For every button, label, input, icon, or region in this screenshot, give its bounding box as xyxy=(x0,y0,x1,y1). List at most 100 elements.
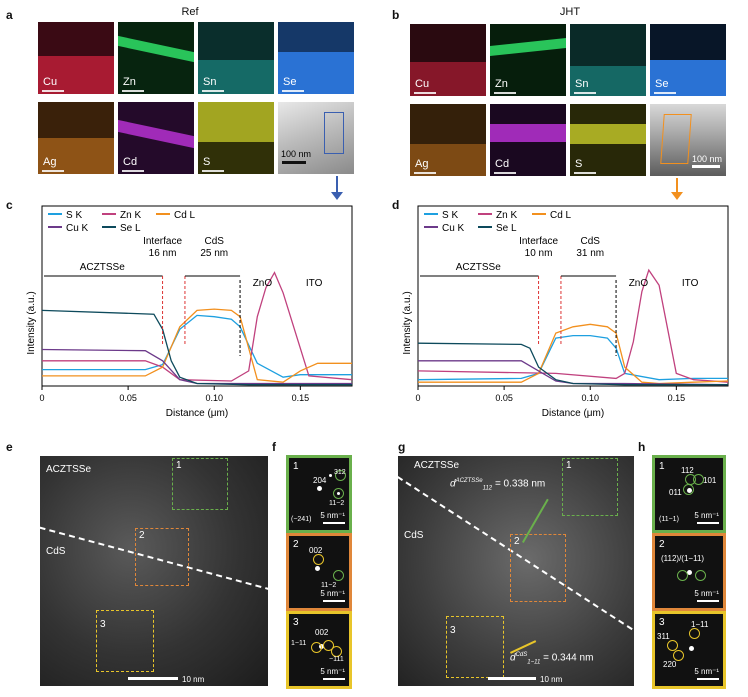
fft-highlight xyxy=(683,484,694,495)
tem-label-top: ACZTSSe xyxy=(46,464,92,475)
fft-highlight xyxy=(333,570,344,581)
tem-scale-bar xyxy=(128,677,178,680)
fft-index: 1−11 xyxy=(291,640,307,647)
fft-index: (112)/(1−11) xyxy=(661,554,705,563)
fft-index: 11−2 xyxy=(321,582,337,589)
fft-scale-bar xyxy=(323,600,345,602)
panel-label-b: b xyxy=(392,8,400,22)
fft-scale-label: 5 nm⁻¹ xyxy=(320,589,345,598)
region-number: 3 xyxy=(100,619,106,630)
plot-frame xyxy=(41,205,353,387)
legend-label: S K xyxy=(442,210,458,221)
series-line xyxy=(417,342,728,386)
map-tile: Zn xyxy=(490,24,566,96)
fft-scale-bar xyxy=(697,522,719,524)
fft-index: 101 xyxy=(703,476,717,485)
panel-label-h: h xyxy=(638,440,646,454)
map-band xyxy=(570,66,646,96)
fft-h-2: 2 (112)/(1−11) 5 nm⁻¹ xyxy=(652,533,726,611)
fft-highlight xyxy=(313,554,324,565)
d-symbol: d xyxy=(510,652,516,664)
map-scale-bar xyxy=(654,92,676,94)
map-scale-bar xyxy=(42,90,64,92)
map-scale-bar xyxy=(574,172,596,174)
fft-index: 002 xyxy=(315,628,329,637)
map-tile: Se xyxy=(650,24,726,96)
map-tile: Cu xyxy=(38,22,114,94)
map-fill xyxy=(490,24,566,96)
region-number: 1 xyxy=(176,460,182,471)
region-box-3: 3 xyxy=(446,616,504,678)
fft-f-1: 1 204 312 11−2 (−241) 5 nm⁻¹ xyxy=(286,455,352,533)
map-scale-bar xyxy=(42,170,64,172)
map-label: Ag xyxy=(415,158,429,170)
arrow-jht-head xyxy=(671,192,683,200)
map-scale-bar xyxy=(494,92,516,94)
x-tick-label: 0.05 xyxy=(495,393,513,403)
fft-index: 011 xyxy=(669,488,682,497)
tem-image-jht: ACZTSSe CdS dACZTSSe112 = 0.338 nm 1 2 3… xyxy=(398,456,634,686)
fft-highlight xyxy=(673,650,684,661)
haadf-scale-label: 100 nm xyxy=(691,154,722,164)
map-label: S xyxy=(575,158,583,170)
line-profile-chart-jht: S K Zn K Cd L Cu K Se L 0 0.05 0.10 0.15 Distance… xyxy=(402,205,729,419)
annotation-cds-width: 25 nm xyxy=(200,248,228,259)
map-tile: Zn xyxy=(118,22,194,94)
region-box-2: 2 xyxy=(135,528,189,586)
fft-highlight xyxy=(689,628,700,639)
annotation-zno: ZnO xyxy=(629,278,649,289)
tem-scale-label: 10 nm xyxy=(182,675,205,684)
d-value: = 0.338 nm xyxy=(494,478,546,490)
fft-highlight xyxy=(331,646,342,657)
map-scale-bar xyxy=(122,90,144,92)
fft-center-spot xyxy=(687,570,692,575)
annotation-cds: CdS xyxy=(580,236,600,247)
x-tick-label: 0.15 xyxy=(668,393,686,403)
fft-f-3: 3 002 1−11 −111 5 nm⁻¹ xyxy=(286,611,352,689)
x-axis-label: Distance (μm) xyxy=(166,408,228,419)
x-tick-label: 0.10 xyxy=(205,393,223,403)
map-band xyxy=(198,60,274,94)
region-number: 2 xyxy=(514,536,520,547)
fft-index: 311 xyxy=(657,632,670,641)
map-scale-bar xyxy=(494,172,516,174)
annotation-cds: CdS xyxy=(204,236,224,247)
x-tick-label: 0 xyxy=(39,393,44,403)
fft-index: 312 xyxy=(334,469,346,476)
d-spacing-top: dACZTSSe112 = 0.338 nm xyxy=(450,478,545,491)
series-line xyxy=(42,308,352,383)
fft-spot xyxy=(329,474,332,477)
annotation-interface: Interface xyxy=(519,236,558,247)
region-box-1: 1 xyxy=(172,458,228,510)
fft-highlight xyxy=(667,640,678,651)
haadf-layer xyxy=(650,104,726,176)
series-line xyxy=(41,309,352,386)
fft-index: (11−1) xyxy=(659,516,679,523)
map-label: S xyxy=(203,156,211,168)
region-number: 1 xyxy=(566,460,572,471)
fft-scale-bar xyxy=(323,522,345,524)
y-axis-label: Intensity (a.u.) xyxy=(26,291,37,354)
fft-highlight xyxy=(311,642,322,653)
map-label: Se xyxy=(655,78,669,90)
map-tile: Cd xyxy=(118,102,194,174)
legend-label: Cu K xyxy=(66,223,89,234)
map-tile: Sn xyxy=(570,24,646,96)
legend-label: Cd L xyxy=(550,210,572,221)
fft-scale-bar xyxy=(323,678,345,680)
fft-index: 002 xyxy=(309,546,323,555)
x-tick-label: 0 xyxy=(415,393,420,403)
d-spacing-bottom: dCdS1−11 = 0.344 nm xyxy=(510,652,593,665)
map-label: Zn xyxy=(495,78,508,90)
legend-label: Cd L xyxy=(174,210,196,221)
fft-index: 220 xyxy=(663,660,677,669)
fft-scale-label: 5 nm⁻¹ xyxy=(320,511,345,520)
map-tile: S xyxy=(198,102,274,174)
tem-scale-bar xyxy=(488,677,536,680)
panel-title-ref: Ref xyxy=(181,6,199,18)
d-sup: CdS xyxy=(515,652,528,658)
x-tick-label: 0.10 xyxy=(581,393,599,403)
haadf-scale-label: 100 nm xyxy=(281,149,312,159)
region-box-2: 2 xyxy=(510,534,566,602)
map-band xyxy=(410,62,486,96)
